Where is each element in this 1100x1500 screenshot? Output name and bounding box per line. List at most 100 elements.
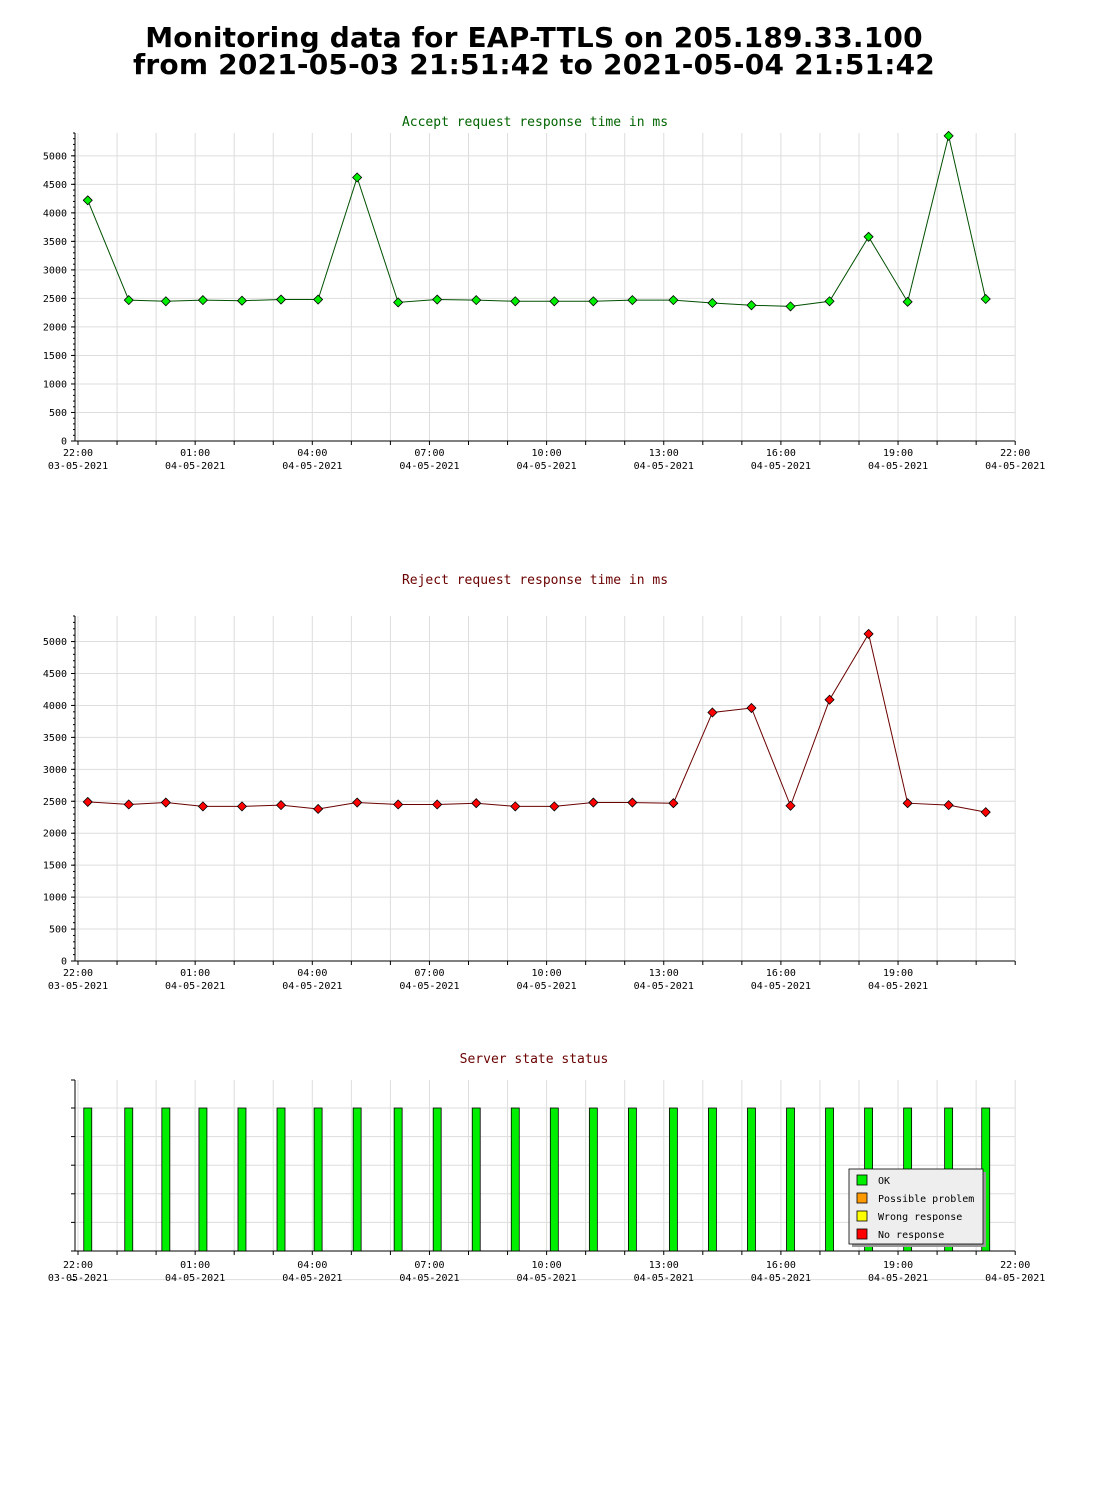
status-bar	[708, 1107, 717, 1252]
status-bar	[549, 1107, 559, 1252]
x-tick-label-7: 19:00 04-05-2021	[868, 448, 928, 472]
accept-data-point	[824, 296, 835, 307]
reject-data-point	[980, 807, 991, 818]
x-tick-label-6: 16:00 04-05-2021	[751, 968, 811, 992]
x-tick-label-0: 22:00 03-05-2021	[48, 448, 108, 472]
x-tick-time: 22:00	[63, 448, 93, 459]
accept-data-point	[510, 296, 521, 307]
status-bar	[432, 1107, 442, 1252]
reject-data-point	[352, 797, 363, 808]
status-bar	[786, 1107, 795, 1252]
status-bar	[627, 1107, 637, 1252]
accept-data-point	[785, 301, 796, 312]
y-tick-label: 1500	[43, 861, 67, 872]
reject-data-point	[197, 801, 208, 812]
status-bar	[276, 1107, 286, 1252]
reject-data-point	[627, 797, 638, 808]
reject-data-point	[746, 702, 757, 714]
accept-data-point	[902, 296, 913, 307]
accept-data-point	[197, 295, 208, 306]
x-tick-label-3: 07:00 04-05-2021	[399, 968, 459, 992]
x-tick-date: 04-05-2021	[165, 1273, 225, 1284]
y-tick-label: 4500	[43, 180, 67, 191]
x-tick-time: 16:00	[766, 1260, 796, 1271]
accept-data-point	[123, 295, 134, 306]
reject-data-point	[82, 796, 93, 807]
y-tick-label: 2500	[43, 797, 67, 808]
x-tick-time: 13:00	[649, 968, 679, 979]
legend-swatch	[856, 1174, 868, 1186]
x-tick-label-8: 22:00 04-05-2021	[985, 448, 1045, 472]
accept-data-point	[160, 296, 171, 307]
x-tick-label-5: 13:00 04-05-2021	[634, 1260, 694, 1284]
y-tick-label: 2000	[43, 322, 67, 333]
x-tick-label-5: 13:00 04-05-2021	[634, 448, 694, 472]
y-tick-label: 500	[49, 408, 67, 419]
status-bar	[471, 1107, 481, 1252]
y-tick-label: 3000	[43, 765, 67, 776]
reject-data-point	[588, 797, 599, 808]
status-bar	[352, 1107, 362, 1252]
reject-data-point	[863, 628, 874, 639]
status-bar	[747, 1107, 756, 1252]
x-tick-label-2: 04:00 04-05-2021	[282, 968, 342, 992]
accept-data-point	[588, 296, 599, 307]
x-tick-date: 04-05-2021	[868, 461, 928, 472]
accept-data-point	[236, 295, 248, 306]
accept-data-point	[627, 295, 638, 306]
accept-data-point	[471, 295, 482, 306]
accept-data-point	[746, 300, 757, 311]
status-bar	[825, 1107, 834, 1252]
x-tick-label-2: 04:00 04-05-2021	[282, 1260, 342, 1284]
page-title-line-1: Monitoring data for EAP-TTLS on 205.189.…	[145, 21, 923, 54]
y-tick-label: 4000	[43, 208, 67, 219]
status-bar	[237, 1107, 247, 1252]
accept-data-point	[82, 195, 93, 206]
status-bar	[83, 1107, 93, 1252]
x-tick-date: 04-05-2021	[751, 981, 811, 992]
x-tick-date: 04-05-2021	[516, 981, 576, 992]
x-tick-time: 22:00	[1000, 448, 1030, 459]
x-tick-date: 04-05-2021	[165, 981, 225, 992]
reject-data-point	[668, 798, 679, 809]
accept-data-point	[943, 130, 954, 141]
x-tick-time: 01:00	[180, 968, 210, 979]
reject-data-point	[313, 803, 324, 815]
accept-data-point	[668, 295, 679, 306]
x-tick-label-3: 07:00 04-05-2021	[399, 448, 459, 472]
x-tick-label-4: 10:00 04-05-2021	[516, 968, 576, 992]
x-tick-label-1: 01:00 04-05-2021	[165, 448, 225, 472]
x-tick-label-3: 07:00 04-05-2021	[399, 1260, 459, 1284]
x-tick-time: 22:00	[63, 968, 93, 979]
x-tick-date: 03-05-2021	[48, 1273, 108, 1284]
status-bar	[668, 1107, 678, 1252]
status-legend: OK Possible problem Wrong response No respo…	[848, 1168, 986, 1247]
y-tick-label: 0	[61, 437, 67, 448]
x-tick-date: 04-05-2021	[165, 461, 225, 472]
x-tick-date: 04-05-2021	[399, 981, 459, 992]
reject-data-point	[943, 800, 954, 811]
reject-data-point	[236, 801, 248, 812]
x-tick-time: 19:00	[883, 1260, 913, 1271]
server-state-status-chart: Server state status22:0003-05-202101:000…	[48, 1052, 1045, 1284]
y-tick-label: 500	[49, 925, 67, 936]
x-tick-label-7: 19:00 04-05-2021	[868, 968, 928, 992]
reject-data-point	[510, 801, 521, 812]
y-tick-label: 3000	[43, 265, 67, 276]
reject-series-line	[87, 632, 986, 813]
reject-data-point	[549, 801, 560, 812]
accept-data-point	[313, 294, 324, 305]
x-tick-time: 13:00	[649, 1260, 679, 1271]
x-tick-time: 22:00	[1000, 1260, 1030, 1271]
accept-data-point	[549, 296, 560, 307]
y-tick-label: 2500	[43, 294, 67, 305]
accept-data-point	[393, 297, 404, 308]
accept-data-point	[980, 293, 991, 305]
x-tick-date: 04-05-2021	[985, 461, 1045, 472]
y-tick-label: 3500	[43, 733, 67, 744]
x-tick-label-6: 16:00 04-05-2021	[751, 448, 811, 472]
status-chart-title: Server state status	[460, 1052, 609, 1067]
reject-data-point	[160, 797, 171, 808]
status-bar	[313, 1107, 323, 1252]
accept-response-time-chart: Accept request response time in ms 0 500 10…	[43, 115, 1045, 472]
